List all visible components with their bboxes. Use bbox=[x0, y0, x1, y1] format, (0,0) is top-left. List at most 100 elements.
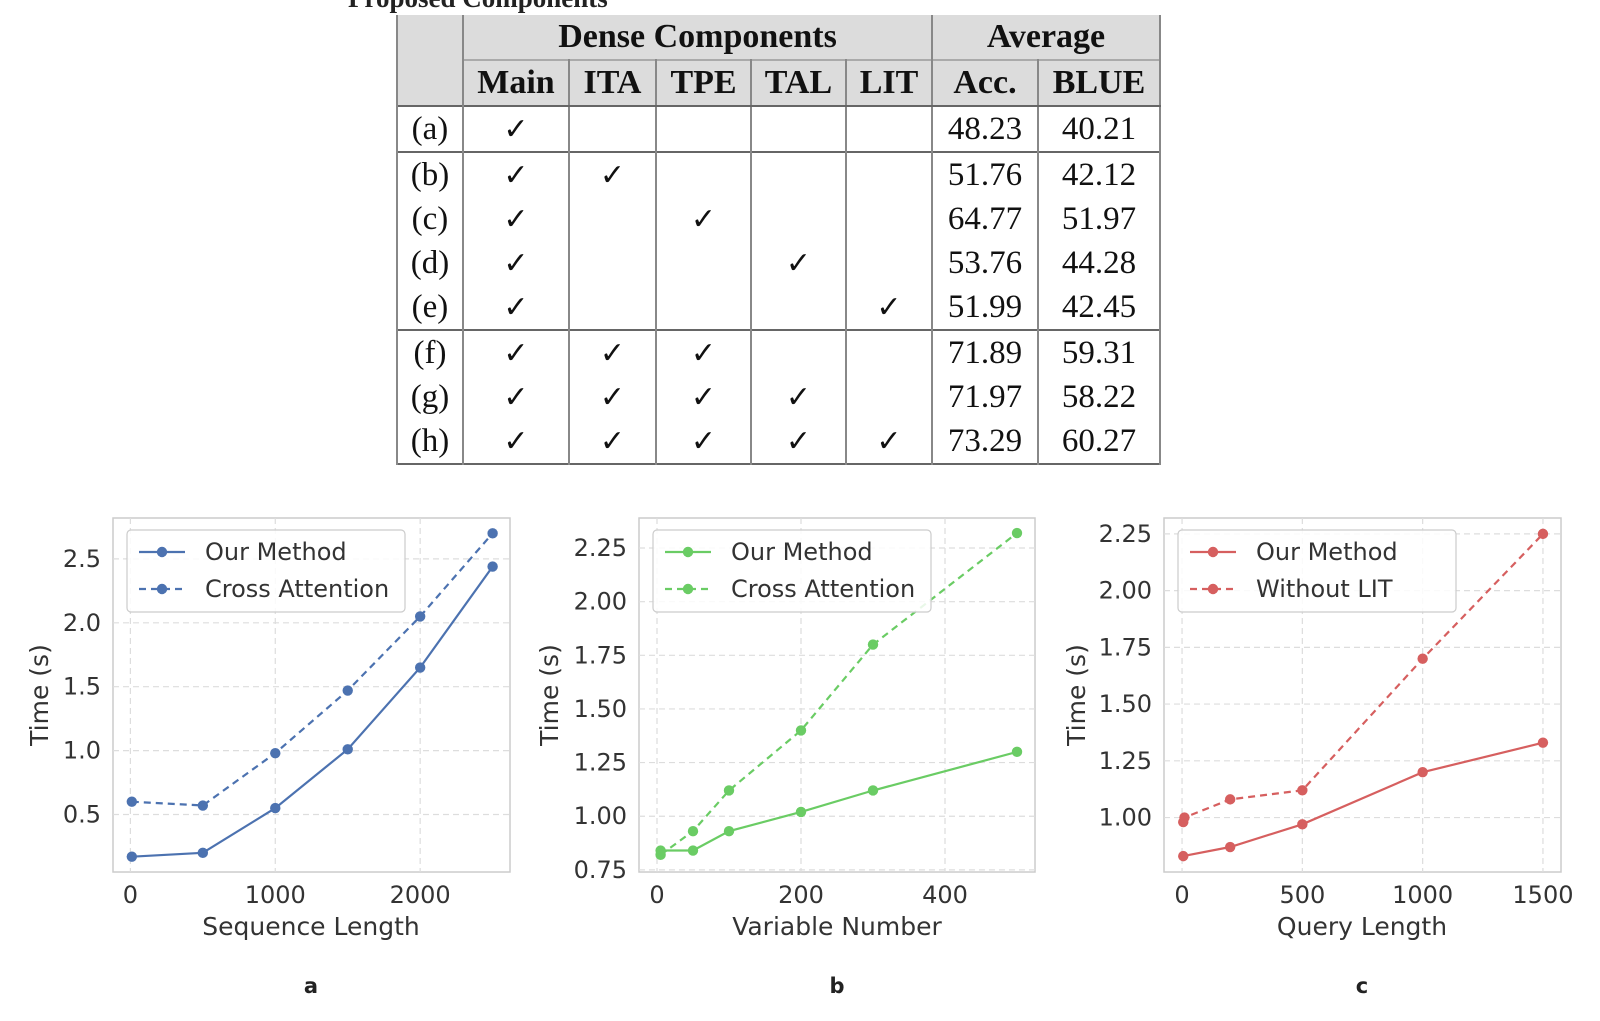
row-label: (g) bbox=[396, 375, 464, 419]
x-tick-label: 2000 bbox=[390, 881, 451, 909]
acc-value: 64.77 bbox=[931, 197, 1039, 241]
data-point bbox=[1417, 766, 1428, 778]
blue-value: 60.27 bbox=[1037, 419, 1161, 464]
checkmark-icon: ✓ bbox=[503, 335, 529, 371]
legend-marker bbox=[682, 583, 694, 595]
component-cell: ✓ bbox=[845, 285, 933, 330]
legend-label: Our Method bbox=[1256, 538, 1398, 566]
data-point bbox=[1178, 850, 1189, 862]
component-cell: ✓ bbox=[655, 197, 752, 241]
data-point bbox=[867, 639, 879, 650]
blue-value: 44.28 bbox=[1037, 241, 1161, 285]
y-axis-label: Time (s) bbox=[535, 644, 564, 747]
data-point bbox=[270, 747, 281, 759]
acc-value: 48.23 bbox=[931, 106, 1039, 152]
component-cell: ✓ bbox=[462, 152, 570, 197]
col-header-blue: BLUE bbox=[1037, 59, 1161, 107]
y-tick-label: 2.25 bbox=[1099, 520, 1152, 548]
table-row-group: (a) ✓ 48.23 40.21 bbox=[396, 106, 1161, 152]
component-cell: ✓ bbox=[655, 330, 752, 375]
legend-box bbox=[126, 529, 406, 613]
table-row: (f) ✓ ✓ ✓ 71.89 59.31 bbox=[396, 330, 1161, 375]
table-row-group: (f) ✓ ✓ ✓ 71.89 59.31 (g) ✓ ✓ ✓ ✓ 71.97 58.22 (h) ✓ ✓ ✓ ✓… bbox=[396, 330, 1161, 464]
data-point bbox=[487, 528, 498, 539]
checkmark-icon: ✓ bbox=[599, 379, 626, 415]
component-cell: ✓ bbox=[568, 419, 657, 464]
x-axis-label: Variable Number bbox=[732, 912, 942, 941]
y-tick-label: 2.00 bbox=[1099, 577, 1152, 605]
col-header-tpe: TPE bbox=[655, 59, 752, 107]
table-row: (e) ✓ ✓ 51.99 42.45 bbox=[396, 285, 1161, 330]
x-tick-label: 1000 bbox=[245, 881, 306, 909]
checkmark-icon: ✓ bbox=[599, 335, 626, 371]
acc-value: 71.97 bbox=[931, 375, 1039, 419]
component-cell bbox=[750, 330, 847, 375]
data-point bbox=[867, 785, 879, 796]
row-label: (f) bbox=[396, 330, 464, 375]
component-cell bbox=[750, 197, 847, 241]
legend-label: Without LIT bbox=[1256, 575, 1393, 603]
component-cell: ✓ bbox=[568, 152, 657, 197]
blue-value: 59.31 bbox=[1037, 330, 1161, 375]
legend-marker bbox=[1207, 583, 1219, 595]
x-axis-label: Query Length bbox=[1277, 912, 1447, 941]
y-tick-label: 1.50 bbox=[1099, 690, 1152, 718]
component-cell bbox=[845, 330, 933, 375]
acc-value: 51.99 bbox=[931, 285, 1039, 330]
legend-marker bbox=[682, 546, 694, 558]
row-label: (c) bbox=[396, 197, 464, 241]
y-tick-label: 0.5 bbox=[63, 800, 101, 828]
panel-label: c bbox=[1356, 974, 1368, 998]
legend-marker bbox=[156, 546, 168, 558]
y-tick-label: 2.0 bbox=[63, 609, 101, 637]
checkmark-icon: ✓ bbox=[503, 379, 529, 415]
col-header-tal: TAL bbox=[750, 59, 847, 107]
data-point bbox=[270, 802, 281, 814]
table-row: (a) ✓ 48.23 40.21 bbox=[396, 106, 1161, 152]
y-tick-label: 2.5 bbox=[63, 545, 101, 573]
x-tick-label: 0 bbox=[1174, 881, 1189, 909]
data-point bbox=[723, 826, 735, 837]
y-tick-label: 1.25 bbox=[574, 749, 627, 777]
x-tick-label: 500 bbox=[1279, 881, 1325, 909]
component-cell bbox=[568, 241, 657, 285]
blue-value: 40.21 bbox=[1037, 106, 1161, 152]
blue-value: 42.45 bbox=[1037, 285, 1161, 330]
y-tick-label: 0.75 bbox=[574, 856, 627, 884]
data-point bbox=[126, 851, 138, 862]
legend-label: Cross Attention bbox=[205, 575, 389, 603]
row-label-header bbox=[396, 15, 464, 106]
data-point bbox=[1011, 527, 1023, 539]
legend-marker bbox=[1207, 546, 1219, 558]
checkmark-icon: ✓ bbox=[785, 245, 812, 281]
component-cell: ✓ bbox=[750, 241, 847, 285]
y-tick-label: 1.75 bbox=[574, 641, 627, 669]
col-header-acc: Acc. bbox=[931, 59, 1039, 107]
component-cell bbox=[750, 152, 847, 197]
component-cell: ✓ bbox=[568, 375, 657, 419]
table-row-group: (b) ✓ ✓ 51.76 42.12 (c) ✓ ✓ 64.77 51.97 (d) ✓ ✓ 53.76… bbox=[396, 152, 1161, 330]
data-point bbox=[795, 725, 807, 736]
data-point bbox=[1297, 785, 1308, 796]
blue-value: 42.12 bbox=[1037, 152, 1161, 197]
component-cell bbox=[845, 241, 933, 285]
series-line bbox=[131, 532, 494, 807]
legend-label: Cross Attention bbox=[731, 575, 915, 603]
group-header-dense: Dense Components bbox=[462, 15, 933, 60]
row-label: (b) bbox=[396, 152, 464, 197]
component-cell bbox=[655, 285, 752, 330]
series-line bbox=[660, 750, 1018, 852]
y-tick-label: 1.5 bbox=[63, 673, 101, 701]
component-cell: ✓ bbox=[462, 330, 570, 375]
component-cell: ✓ bbox=[845, 419, 933, 464]
table-cut-title: Proposed Components bbox=[348, 0, 608, 14]
row-label: (e) bbox=[396, 285, 464, 330]
legend-marker bbox=[156, 583, 168, 595]
blue-value: 58.22 bbox=[1037, 375, 1161, 419]
y-axis-label: Time (s) bbox=[25, 644, 54, 747]
data-point bbox=[1537, 528, 1549, 540]
series-line bbox=[659, 532, 1018, 856]
data-point bbox=[126, 796, 138, 807]
data-point bbox=[197, 800, 209, 811]
checkmark-icon: ✓ bbox=[503, 111, 529, 147]
